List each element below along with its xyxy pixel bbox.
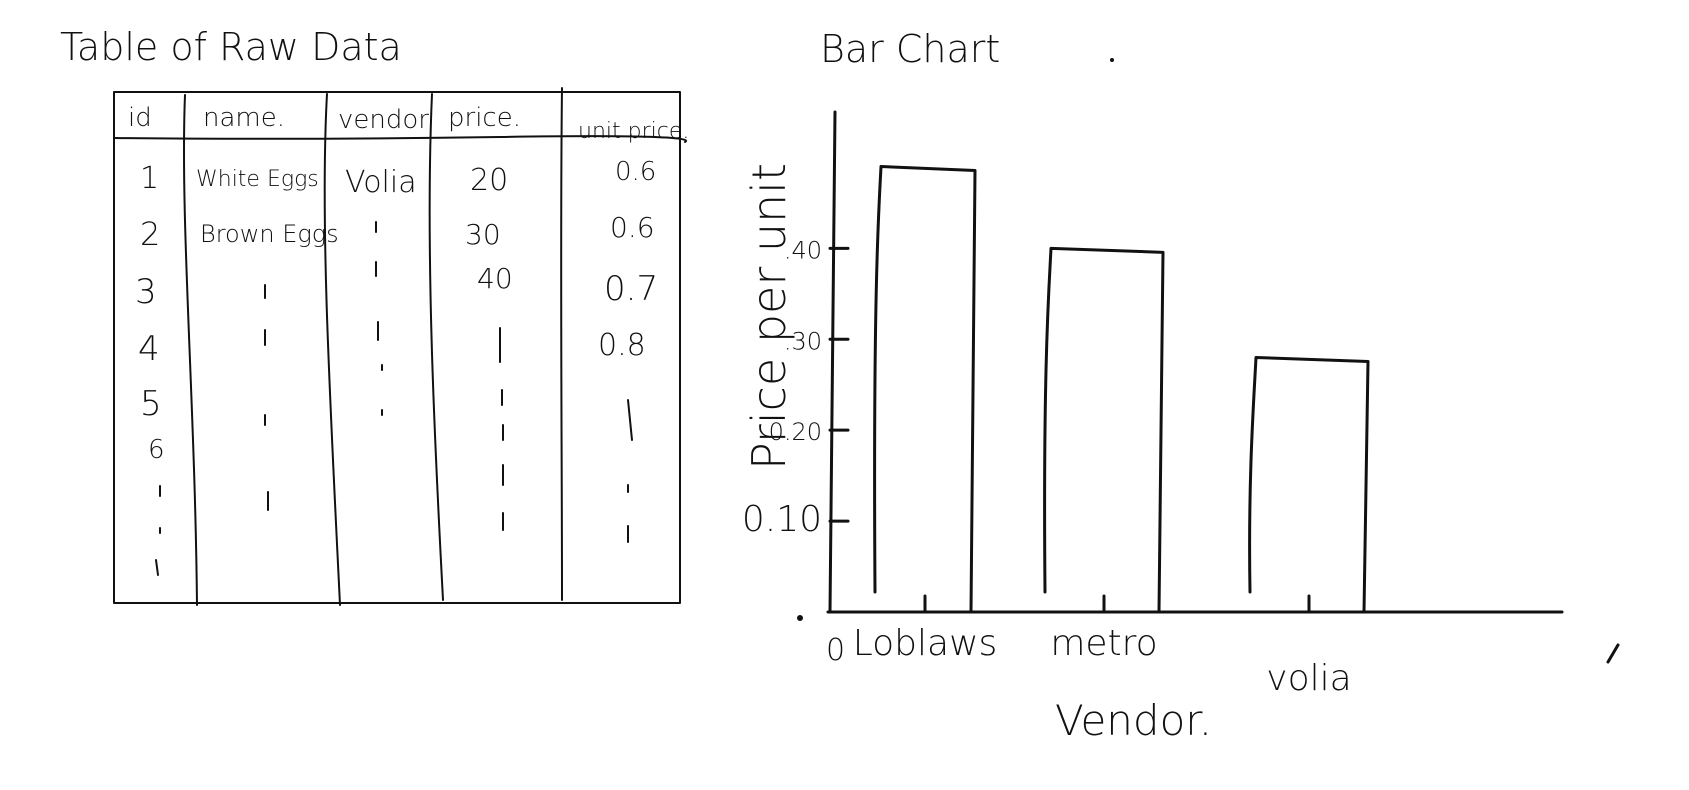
bar-loblaws <box>873 165 977 614</box>
cell-unit-price: 0.6 <box>610 211 655 244</box>
y-tick-label: 0.20 <box>769 418 822 446</box>
cell-id: 2 <box>140 215 160 253</box>
cell-id: 1 <box>140 161 159 196</box>
pen-dot <box>1110 58 1114 62</box>
y-tick-label: .40 <box>784 236 822 264</box>
table-border <box>113 91 681 604</box>
cell-id: 5 <box>140 384 162 424</box>
column-divider <box>182 94 198 606</box>
table-row: 3 40 0.7 <box>135 262 658 312</box>
cell-vendor: Volia <box>345 165 417 200</box>
header-divider <box>113 135 688 143</box>
cell-price: 30 <box>465 218 501 251</box>
cell-id: 3 <box>135 272 157 312</box>
y-ticks: 0.10 0.20 .30 .40 <box>742 236 850 540</box>
column-divider <box>560 87 563 601</box>
cell-price: 40 <box>477 262 513 295</box>
raw-data-table: id name. vendor price. unit price. 1 Whi… <box>113 87 689 606</box>
y-axis <box>828 110 837 614</box>
chart-title: Bar Chart <box>820 27 1000 71</box>
pen-mark <box>1606 643 1620 664</box>
header-id: id <box>128 103 152 133</box>
x-axis-label: Vendor. <box>1055 696 1212 745</box>
bar-volia <box>1248 355 1370 614</box>
table-title: Table of Raw Data <box>60 25 402 69</box>
pen-dot <box>797 615 803 621</box>
bars <box>873 165 1370 614</box>
cell-name: Brown Eggs <box>200 220 339 248</box>
table-row: 4 0.8 <box>138 328 646 369</box>
cell-name: White Eggs <box>196 167 319 192</box>
category-label: metro <box>1050 623 1157 664</box>
cell-id: 4 <box>138 329 160 369</box>
cell-id: 6 <box>148 435 165 465</box>
cell-unit-price: 0.7 <box>604 269 658 309</box>
header-name: name. <box>203 103 285 133</box>
column-divider <box>428 93 444 601</box>
category-label: volia <box>1266 658 1351 699</box>
table-row: 1 White Eggs Volia 20 0.6 <box>140 157 656 200</box>
ditto-marks <box>155 221 633 576</box>
header-unit-price: unit price. <box>578 119 689 144</box>
column-divider <box>323 93 341 606</box>
bar-chart: Bar Chart Price per unit Vendor. 0 0.100… <box>742 27 1564 745</box>
y-tick-label: .30 <box>784 327 822 355</box>
header-price: price. <box>448 103 521 133</box>
bar-metro <box>1043 246 1165 614</box>
y-tick-label: 0.10 <box>742 499 822 540</box>
cell-price: 20 <box>470 163 508 198</box>
y-axis-label: Price per unit <box>742 163 796 470</box>
origin-label: 0 <box>826 633 845 668</box>
cell-unit-price: 0.6 <box>615 157 656 187</box>
header-vendor: vendor <box>338 105 429 135</box>
table-row: 2 Brown Eggs 30 0.6 <box>140 211 655 253</box>
category-labels: Loblaws metro volia <box>853 623 1352 699</box>
category-label: Loblaws <box>853 623 998 664</box>
table-row: 6 <box>148 435 165 465</box>
table-row: 5 <box>140 384 162 424</box>
cell-unit-price: 0.8 <box>598 328 646 363</box>
